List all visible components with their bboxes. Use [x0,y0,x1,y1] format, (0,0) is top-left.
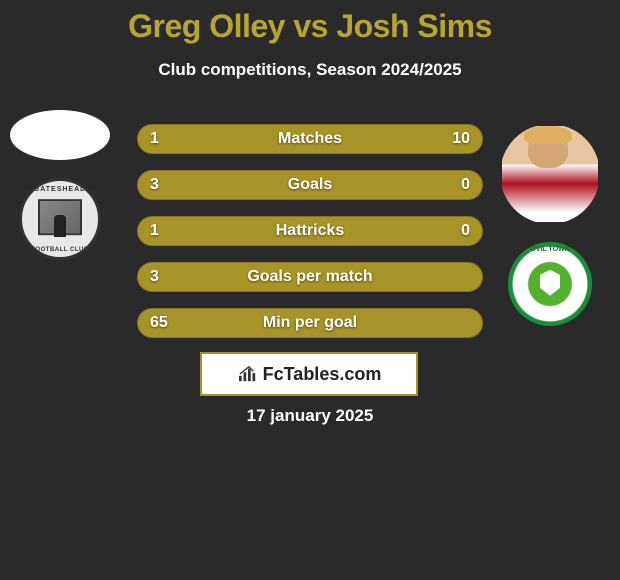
stat-label: Matches [138,130,482,148]
stat-right-value: 0 [461,176,470,194]
chart-icon [237,365,259,383]
stat-right-value: 0 [461,222,470,240]
club-left-name-bottom: FOOTBALL CLUB [22,247,98,253]
site-logo: FcTables.com [200,352,418,396]
stat-row: 3Goals0 [137,170,483,200]
stat-left-value: 1 [150,130,159,148]
stat-row: 3Goals per match [137,262,483,292]
stat-label: Goals per match [138,268,482,286]
date-label: 17 january 2025 [0,406,620,426]
page-title: Greg Olley vs Josh Sims [0,8,620,45]
player-right-column: OVIL TOWN [500,124,600,326]
stat-right-value: 10 [452,130,470,148]
subtitle: Club competitions, Season 2024/2025 [0,60,620,80]
player-left-column: GATESHEAD FOOTBALL CLUB [10,110,110,260]
stat-label: Hattricks [138,222,482,240]
stat-label: Min per goal [138,314,482,332]
site-logo-text: FcTables.com [263,364,382,385]
stat-label: Goals [138,176,482,194]
stat-row: 1Matches10 [137,124,483,154]
stat-left-value: 1 [150,222,159,240]
club-right-name: OVIL TOWN [508,246,592,253]
player-right-avatar [500,124,600,224]
club-badge-left: GATESHEAD FOOTBALL CLUB [19,178,101,260]
player-left-avatar [10,110,110,160]
stat-row: 1Hattricks0 [137,216,483,246]
club-left-name-top: GATESHEAD [22,186,98,193]
stat-left-value: 3 [150,176,159,194]
stats-list: 1Matches103Goals01Hattricks03Goals per m… [137,124,483,354]
stat-left-value: 65 [150,314,168,332]
stat-left-value: 3 [150,268,159,286]
comparison-card: Greg Olley vs Josh Sims Club competition… [0,0,620,580]
club-badge-right: OVIL TOWN [508,242,592,326]
stat-row: 65Min per goal [137,308,483,338]
